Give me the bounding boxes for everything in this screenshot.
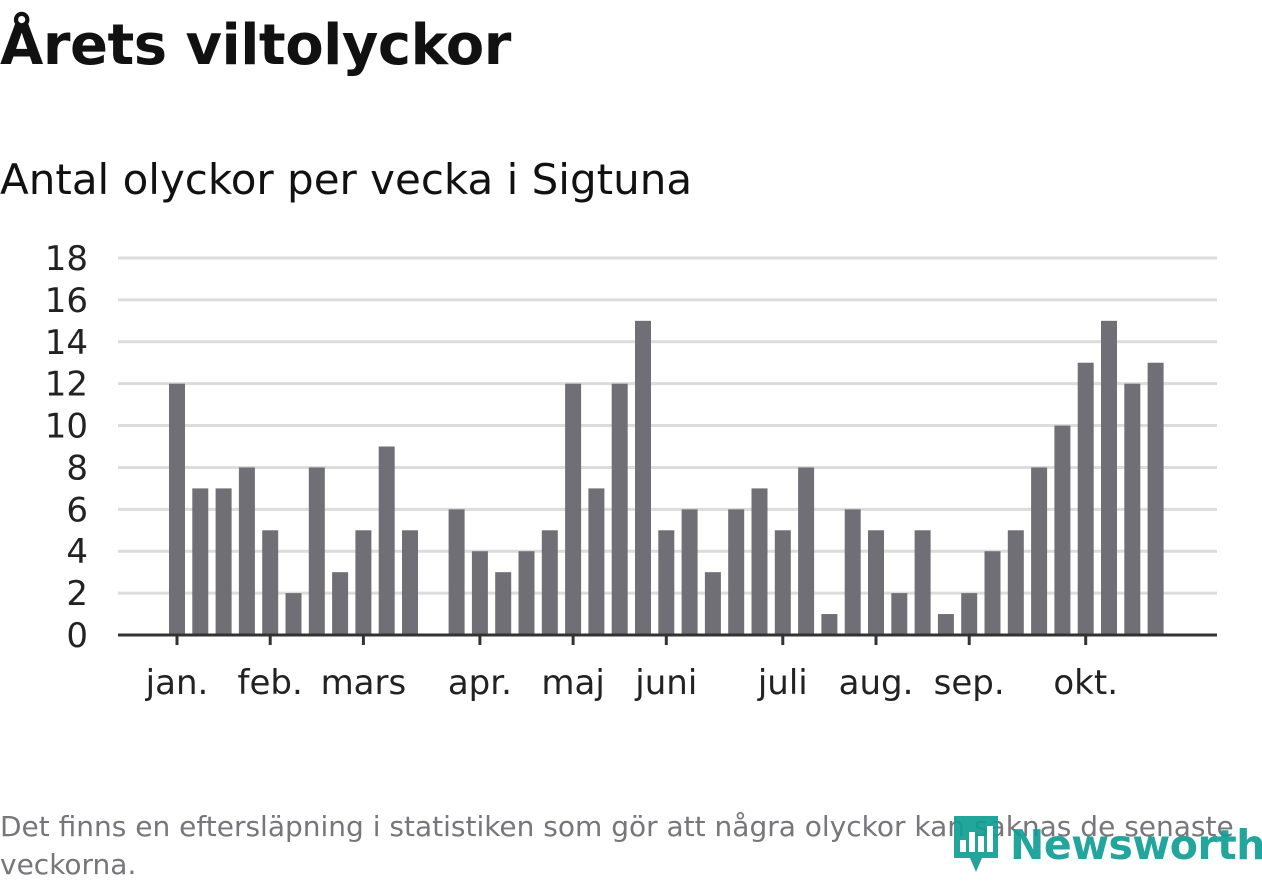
y-tick-label: 0 [66, 616, 88, 656]
y-tick-label: 8 [66, 448, 88, 488]
bar [215, 488, 232, 635]
bar [169, 383, 185, 635]
y-tick-label: 6 [66, 490, 88, 530]
bar [1124, 383, 1141, 635]
x-tick-label: juni [634, 663, 697, 703]
bar [471, 551, 488, 635]
bar [914, 530, 931, 635]
brand-logo: Newsworthy [950, 812, 1262, 878]
bar [658, 530, 675, 635]
bar [611, 383, 628, 635]
bar [541, 530, 558, 635]
bar [192, 488, 209, 635]
bar [728, 509, 745, 635]
y-tick-label: 14 [45, 323, 88, 363]
y-tick-label: 10 [45, 407, 88, 447]
footnote: Det finns en eftersläpning i statistiken… [0, 810, 1234, 881]
chart-title: Årets viltolyckor [0, 13, 511, 78]
x-tick-label: okt. [1053, 663, 1118, 703]
bar [751, 488, 768, 635]
x-tick-label: juli [757, 663, 808, 703]
y-tick-label: 2 [66, 574, 88, 614]
bar [308, 467, 325, 635]
x-tick-label: mars [321, 663, 407, 703]
bar [1101, 320, 1117, 635]
bar [495, 572, 512, 635]
bar [1054, 425, 1071, 635]
bar [378, 446, 395, 635]
bar [891, 593, 908, 635]
x-axis: jan. feb. mars apr. maj juni juli aug. sep. okt. [118, 633, 1217, 703]
bar [262, 530, 279, 635]
x-tick-label: aug. [839, 663, 914, 703]
bar [448, 509, 465, 635]
newsworthy-logo-icon [954, 816, 998, 872]
bar [1031, 467, 1048, 635]
bar [774, 530, 791, 635]
bar [844, 509, 861, 635]
y-tick-label: 12 [45, 365, 88, 405]
y-tick-label: 16 [45, 281, 88, 321]
x-tick-label: feb. [238, 663, 303, 703]
x-tick-label: maj [541, 663, 604, 703]
bars [169, 320, 1164, 635]
bar [1007, 530, 1024, 635]
brand-name: Newsworthy [1010, 821, 1262, 869]
bar [402, 530, 418, 635]
bar [937, 614, 954, 635]
bar [1077, 362, 1094, 635]
x-tick-label: sep. [934, 663, 1005, 703]
chart-subtitle: Antal olyckor per vecka i Sigtuna [0, 155, 693, 204]
bar [681, 509, 698, 635]
x-tick-label: jan. [145, 663, 209, 703]
bar [635, 320, 651, 635]
bar [332, 572, 349, 635]
bar [355, 530, 372, 635]
bar [798, 467, 815, 635]
y-tick-label: 4 [66, 532, 88, 572]
bar [565, 383, 582, 635]
bar [518, 551, 535, 635]
bar [961, 593, 978, 635]
bar [821, 614, 838, 635]
bar [984, 551, 1001, 635]
y-tick-label: 18 [45, 239, 88, 279]
bar [1147, 362, 1164, 635]
bar [704, 572, 721, 635]
bar [868, 530, 884, 635]
x-tick-label: apr. [448, 663, 512, 703]
bar [238, 467, 255, 635]
bar [285, 593, 302, 635]
bar [588, 488, 605, 635]
